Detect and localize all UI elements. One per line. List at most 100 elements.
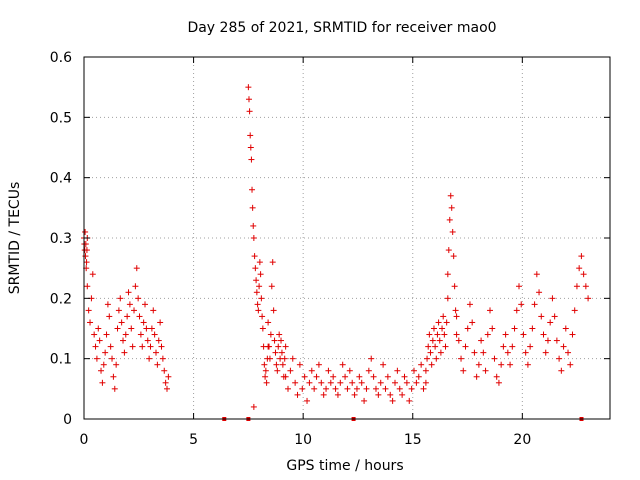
data-point xyxy=(282,373,289,380)
data-point xyxy=(422,367,429,374)
data-point xyxy=(551,313,558,320)
data-point xyxy=(269,259,276,266)
data-point xyxy=(251,253,258,260)
data-point xyxy=(445,247,452,254)
data-point xyxy=(529,325,536,332)
data-point xyxy=(549,295,556,302)
data-point xyxy=(536,289,543,296)
data-point xyxy=(93,355,100,362)
data-point xyxy=(504,349,511,356)
data-point xyxy=(518,301,525,308)
data-point xyxy=(567,361,574,368)
data-point xyxy=(107,343,114,350)
data-point xyxy=(422,379,429,386)
x-axis-ticks: 0 5 10 15 20 xyxy=(80,57,531,448)
data-point xyxy=(408,385,415,392)
data-point xyxy=(365,367,372,374)
data-point xyxy=(353,385,360,392)
data-point xyxy=(304,397,311,404)
data-point xyxy=(327,379,334,386)
data-point xyxy=(455,337,462,344)
data-point xyxy=(287,367,294,374)
plot-frame xyxy=(83,56,611,420)
data-point xyxy=(278,337,285,344)
x-tick-label: 0 xyxy=(80,432,89,448)
data-point xyxy=(262,373,269,380)
data-point xyxy=(380,361,387,368)
y-tick-label: 0.2 xyxy=(50,291,72,307)
data-point xyxy=(159,355,166,362)
data-point xyxy=(256,259,263,266)
data-point xyxy=(95,325,102,332)
data-point xyxy=(420,385,427,392)
data-point xyxy=(556,355,563,362)
data-point xyxy=(265,319,272,326)
data-point xyxy=(266,343,273,350)
data-point xyxy=(245,96,252,103)
data-point xyxy=(143,325,150,332)
data-point xyxy=(92,343,99,350)
data-point xyxy=(106,313,113,320)
data-point xyxy=(250,235,257,241)
data-point xyxy=(507,361,514,368)
data-point xyxy=(255,307,262,314)
data-point xyxy=(449,228,456,235)
data-point xyxy=(495,379,502,386)
data-point xyxy=(271,337,278,344)
data-point xyxy=(424,355,431,362)
y-tick-label: 0.5 xyxy=(50,110,72,126)
data-point xyxy=(524,361,531,368)
data-point xyxy=(401,373,408,380)
data-point xyxy=(342,373,349,380)
data-point xyxy=(469,319,476,326)
data-point xyxy=(115,307,122,314)
data-point xyxy=(150,307,157,314)
data-point xyxy=(382,385,389,392)
data-point xyxy=(389,397,396,404)
data-point xyxy=(452,307,459,314)
data-point xyxy=(522,349,529,356)
data-point xyxy=(433,355,440,362)
data-point xyxy=(252,265,259,272)
data-points xyxy=(81,84,592,410)
data-point xyxy=(349,379,356,386)
data-point xyxy=(258,295,265,302)
data-point xyxy=(246,108,253,115)
data-point xyxy=(406,397,413,404)
data-point xyxy=(253,277,260,284)
data-point xyxy=(428,361,435,368)
data-point xyxy=(296,361,303,368)
data-point xyxy=(282,343,289,350)
data-point xyxy=(261,361,268,368)
data-point xyxy=(268,283,275,290)
data-point xyxy=(356,373,363,380)
data-point xyxy=(377,379,384,386)
y-axis-label: SRMTID / TECUs xyxy=(7,182,23,295)
data-point xyxy=(387,391,394,398)
data-point xyxy=(151,331,158,338)
data-point xyxy=(289,355,296,362)
data-point xyxy=(155,337,162,344)
data-point xyxy=(582,283,589,290)
data-point xyxy=(573,283,580,290)
data-point xyxy=(502,331,509,338)
data-point xyxy=(85,307,92,314)
data-point xyxy=(578,253,585,260)
data-point xyxy=(267,331,274,338)
data-point xyxy=(442,343,449,350)
data-point xyxy=(511,325,518,332)
data-point xyxy=(544,337,551,344)
data-point xyxy=(413,379,420,386)
data-point xyxy=(102,349,109,356)
data-point xyxy=(249,204,256,211)
data-point xyxy=(475,361,482,368)
data-point xyxy=(527,343,534,350)
data-point xyxy=(129,343,136,350)
data-point xyxy=(434,331,441,338)
data-point xyxy=(87,319,94,326)
x-tick-label: 15 xyxy=(404,432,422,448)
data-point xyxy=(100,361,107,368)
data-point xyxy=(122,331,129,338)
data-point xyxy=(294,391,301,398)
data-point xyxy=(126,301,133,308)
